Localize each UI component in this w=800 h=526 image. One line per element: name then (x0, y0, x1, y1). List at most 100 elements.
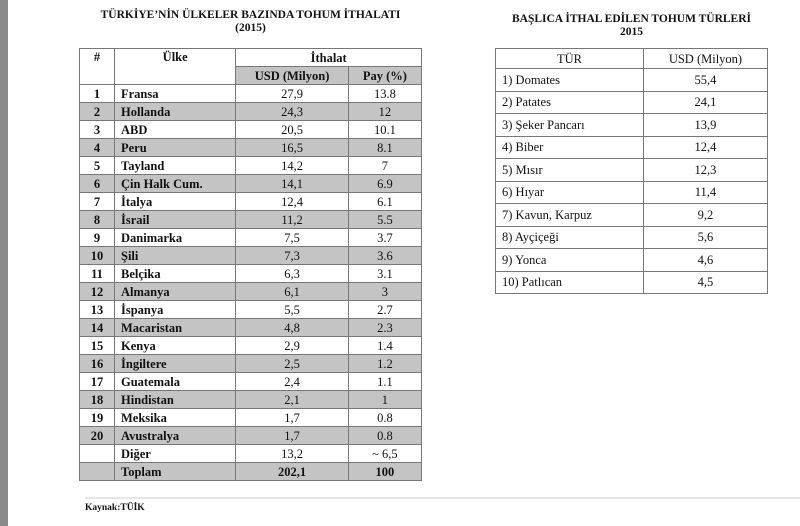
country-cell: Hindistan (113, 390, 237, 409)
table-row: 13 İspanya 5,5 2.7 (79, 300, 423, 319)
header-country: Ülke (113, 48, 237, 85)
share-cell: 2.7 (347, 300, 423, 319)
table-row: 5) Mısır 12,3 (495, 158, 769, 182)
usd-cell: 24,3 (235, 102, 349, 121)
usd-cell: 14,1 (235, 174, 349, 193)
table-row: 3) Şeker Pancarı 13,9 (495, 113, 769, 137)
rank-cell: 11 (79, 264, 115, 283)
table-row: 17 Guatemala 2,4 1.1 (79, 372, 423, 391)
title-line: BAŞLICA İTHAL EDİLEN TOHUM TÜRLERİ (511, 13, 752, 25)
rank-cell: 13 (79, 300, 115, 319)
country-cell: Macaristan (113, 318, 237, 337)
country-cell: İngiltere (113, 354, 237, 373)
left-edge-bar (0, 0, 8, 526)
table-row: 18 Hindistan 2,1 1 (79, 390, 423, 409)
table-row: 10) Patlıcan 4,5 (495, 270, 769, 294)
usd-cell: 14,2 (235, 156, 349, 175)
type-cell: 3) Şeker Pancarı (495, 113, 644, 137)
divider (85, 497, 800, 499)
table-row: 6) Hıyar 11,4 (495, 180, 769, 204)
table-row: 16 İngiltere 2,5 1.2 (79, 354, 423, 373)
country-cell: İsrail (113, 210, 237, 229)
table-row: 20 Avustralya 1,7 0.8 (79, 426, 423, 445)
type-cell: 10) Patlıcan (495, 270, 644, 294)
usd-cell: 7,5 (235, 228, 349, 247)
table-row: 8 İsrail 11,2 5.5 (79, 210, 423, 229)
usd-cell: 27,9 (235, 84, 349, 103)
usd-cell: 5,6 (642, 225, 769, 249)
share-cell: 6.9 (347, 174, 423, 193)
share-cell: 1.4 (347, 336, 423, 355)
table-row: Diğer 13,2 ~ 6,5 (79, 444, 423, 463)
country-cell: Meksika (113, 408, 237, 427)
rank-cell (79, 444, 115, 463)
share-cell: 2.3 (347, 318, 423, 337)
rank-cell: 19 (79, 408, 115, 427)
country-import-table: # Ülke İthalat USD (Milyon) Pay (%) 1 Fra… (79, 48, 423, 481)
country-cell: Toplam (113, 462, 237, 481)
share-cell: 3.7 (347, 228, 423, 247)
type-cell: 9) Yonca (495, 248, 644, 272)
title-line: TÜRKİYE’NİN ÜLKELER BAZINDA TOHUM İTHALA… (100, 9, 401, 21)
country-cell: Danimarka (113, 228, 237, 247)
header-num: # (79, 48, 115, 85)
table-row: 1) Domates 55,4 (495, 68, 769, 92)
country-cell: Kenya (113, 336, 237, 355)
left-table-title: TÜRKİYE’NİN ÜLKELER BAZINDA TOHUM İTHALA… (79, 9, 422, 35)
table-row: 12 Almanya 6,1 3 (79, 282, 423, 301)
table-row: 9) Yonca 4,6 (495, 248, 769, 272)
usd-cell: 12,3 (642, 158, 769, 182)
usd-cell: 13,9 (642, 113, 769, 137)
type-cell: 4) Biber (495, 135, 644, 159)
country-cell: Peru (113, 138, 237, 157)
share-cell: 6.1 (347, 192, 423, 211)
rank-cell: 17 (79, 372, 115, 391)
rank-cell: 3 (79, 120, 115, 139)
usd-cell: 1,7 (235, 408, 349, 427)
rank-cell: 7 (79, 192, 115, 211)
usd-cell: 7,3 (235, 246, 349, 265)
country-cell: Hollanda (113, 102, 237, 121)
type-cell: 8) Ayçiçeği (495, 225, 644, 249)
table-row: 6 Çin Halk Cum. 14,1 6.9 (79, 174, 423, 193)
usd-cell: 2,5 (235, 354, 349, 373)
share-cell: 13.8 (347, 84, 423, 103)
share-cell: ~ 6,5 (347, 444, 423, 463)
share-cell: 3.6 (347, 246, 423, 265)
usd-cell: 24,1 (642, 90, 769, 114)
rank-cell: 8 (79, 210, 115, 229)
table-row: 14 Macaristan 4,8 2.3 (79, 318, 423, 337)
usd-cell: 11,2 (235, 210, 349, 229)
country-cell: Guatemala (113, 372, 237, 391)
usd-cell: 9,2 (642, 203, 769, 227)
country-cell: Fransa (113, 84, 237, 103)
share-cell: 7 (347, 156, 423, 175)
share-cell: 5.5 (347, 210, 423, 229)
share-cell: 0.8 (347, 408, 423, 427)
share-cell: 0.8 (347, 426, 423, 445)
country-cell: İspanya (113, 300, 237, 319)
usd-cell: 202,1 (235, 462, 349, 481)
usd-cell: 6,1 (235, 282, 349, 301)
rank-cell: 18 (79, 390, 115, 409)
table-row: 4 Peru 16,5 8.1 (79, 138, 423, 157)
rank-cell (79, 462, 115, 481)
usd-cell: 12,4 (642, 135, 769, 159)
usd-cell: 4,6 (642, 248, 769, 272)
usd-cell: 55,4 (642, 68, 769, 92)
table-row: 2 Hollanda 24,3 12 (79, 102, 423, 121)
rank-cell: 5 (79, 156, 115, 175)
header-type: TÜR (495, 48, 644, 69)
table-row: 1 Fransa 27,9 13.8 (79, 84, 423, 103)
table-row: 11 Belçika 6,3 3.1 (79, 264, 423, 283)
share-cell: 3.1 (347, 264, 423, 283)
share-cell: 100 (347, 462, 423, 481)
table-row: 3 ABD 20,5 10.1 (79, 120, 423, 139)
usd-cell: 5,5 (235, 300, 349, 319)
usd-cell: 16,5 (235, 138, 349, 157)
country-cell: Diğer (113, 444, 237, 463)
share-cell: 12 (347, 102, 423, 121)
share-cell: 8.1 (347, 138, 423, 157)
type-cell: 6) Hıyar (495, 180, 644, 204)
header-usd: USD (Milyon) (642, 48, 769, 69)
